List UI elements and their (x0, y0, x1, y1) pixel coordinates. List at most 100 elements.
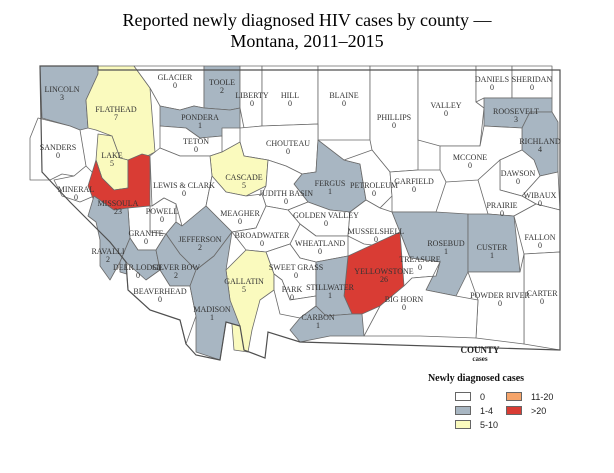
county-cases-sheridan: 0 (530, 83, 534, 92)
legend-label-over-20: >20 (531, 405, 547, 416)
county-cases-phillips: 0 (392, 121, 396, 130)
county-cases-madison: 1 (210, 313, 214, 322)
county-label-dawson: DAWSON (501, 169, 536, 178)
county-cases-glacier: 0 (173, 81, 177, 90)
county-label-prairie: PRAIRIE (486, 201, 517, 210)
legend-swatch-0 (455, 392, 471, 401)
legend-label-0: 0 (480, 391, 486, 402)
county-cases-garfield: 0 (412, 185, 416, 194)
legend-label-5-10: 5-10 (480, 419, 499, 430)
county-gallatin (225, 249, 275, 353)
county-cases-pondera: 1 (198, 121, 202, 130)
county-label-musselshell: MUSSELSHELL (348, 227, 405, 236)
legend-title: Newly diagnosed cases (427, 373, 525, 384)
county-cases-carbon: 1 (316, 321, 320, 330)
legend-item-1-4: 1-4 (455, 405, 493, 416)
legend-item-over-20: >20 (506, 405, 546, 416)
county-cases-jefferson: 2 (198, 243, 202, 252)
county-cases-lewis-clark: 0 (182, 189, 186, 198)
county-label-broadwater: BROADWATER (235, 231, 290, 240)
county-daniels (475, 65, 513, 103)
county-label-missoula: MISSOULA (98, 199, 139, 208)
county-cases-ravalli: 2 (106, 255, 110, 264)
legend-label-11-20: 11-20 (531, 391, 554, 402)
county-garfield (389, 169, 447, 213)
county-cases-beaverhead: 0 (158, 295, 162, 304)
county-label-roosevelt: ROOSEVELT (493, 107, 539, 116)
legend-item-0: 0 (455, 391, 485, 402)
county-cases-judith-basin: 0 (284, 197, 288, 206)
county-cases-petroleum: 0 (372, 189, 376, 198)
county-cases-daniels: 0 (490, 83, 494, 92)
county-cases-liberty: 0 (250, 99, 254, 108)
county-label-glacier: GLACIER (158, 73, 193, 82)
county-custer (467, 213, 521, 273)
county-cases-hill: 0 (288, 99, 292, 108)
state-border (39, 65, 561, 361)
county-cases-prairie: 0 (500, 209, 504, 218)
legend-swatch-5-10 (455, 420, 471, 429)
county-sanders (29, 117, 87, 181)
county-label-sweet-grass: SWEET GRASS (269, 263, 323, 272)
county-label-fallon: FALLON (525, 233, 556, 242)
legend-item-11-20: 11-20 (506, 391, 553, 402)
county-label-judith-basin: JUDITH BASIN (259, 189, 313, 198)
county-cases-wheatland: 0 (318, 247, 322, 256)
county-label-wheatland: WHEATLAND (295, 239, 345, 248)
county-cases-sweet-grass: 0 (294, 271, 298, 280)
county-cases-treasure: 0 (418, 263, 422, 272)
county-label-powell: POWELL (146, 207, 179, 216)
county-cases-cascade: 5 (242, 181, 246, 190)
county-cases-flathead: 7 (114, 113, 118, 122)
county-label-silver-bow: SILVER BOW (152, 263, 200, 272)
county-label-fergus: FERGUS (315, 179, 346, 188)
county-cases-lincoln: 3 (60, 93, 64, 102)
county-cases-lake: 5 (110, 159, 114, 168)
county-petroleum (343, 149, 393, 209)
county-cases-broadwater: 0 (260, 239, 264, 248)
county-label-lake: LAKE (101, 151, 122, 160)
county-cases-yellowstone: 26 (380, 275, 388, 284)
county-cases-rosebud: 1 (444, 247, 448, 256)
county-label-custer: CUSTER (477, 243, 508, 252)
county-big-horn (363, 261, 479, 339)
key-cases-label: cases (472, 355, 488, 363)
county-label-sanders: SANDERS (40, 143, 76, 152)
county-label-lewis-clark: LEWIS & CLARK (153, 181, 215, 190)
county-cases-silver-bow: 2 (174, 271, 178, 280)
county-label-treasure: TREASURE (399, 255, 440, 264)
county-label-beaverhead: BEAVERHEAD (133, 287, 186, 296)
county-label-richland: RICHLAND (519, 137, 561, 146)
county-cases-powell: 0 (160, 215, 164, 224)
county-label-big-horn: BIG HORN (385, 295, 424, 304)
county-label-daniels: DANIELS (475, 75, 509, 84)
county-cases-big-horn: 0 (402, 303, 406, 312)
county-label-park: PARK (282, 285, 303, 294)
county-cases-roosevelt: 3 (514, 115, 518, 124)
county-cases-granite: 0 (144, 237, 148, 246)
county-label-cascade: CASCADE (225, 173, 262, 182)
county-label-pondera: PONDERA (181, 113, 219, 122)
county-cases-golden-valley: 0 (324, 219, 328, 228)
county-cases-richland: 4 (538, 145, 542, 154)
county-cases-meagher: 0 (238, 217, 242, 226)
county-label-meagher: MEAGHER (220, 209, 260, 218)
map-title: Reported newly diagnosed HIV cases by co… (0, 10, 614, 52)
county-cases-stillwater: 1 (328, 291, 332, 300)
county-label-wibaux: WIBAUX (524, 191, 557, 200)
county-label-teton: TETON (183, 137, 209, 146)
county-label-chouteau: CHOUTEAU (266, 139, 310, 148)
county-cases-toole: 2 (220, 86, 224, 95)
county-label-gallatin: GALLATIN (224, 277, 264, 286)
title-line-2: Montana, 2011–2015 (230, 31, 384, 51)
county-label-blaine: BLAINE (329, 91, 358, 100)
county-label-flathead: FLATHEAD (95, 105, 137, 114)
county-madison (189, 231, 241, 361)
county-cases-missoula: 23 (114, 207, 122, 216)
county-label-phillips: PHILLIPS (377, 113, 411, 122)
county-cases-sanders: 0 (56, 151, 60, 160)
county-cases-deer-lodge: 0 (136, 271, 140, 280)
county-label-granite: GRANITE (128, 229, 163, 238)
county-cases-valley: 0 (444, 109, 448, 118)
